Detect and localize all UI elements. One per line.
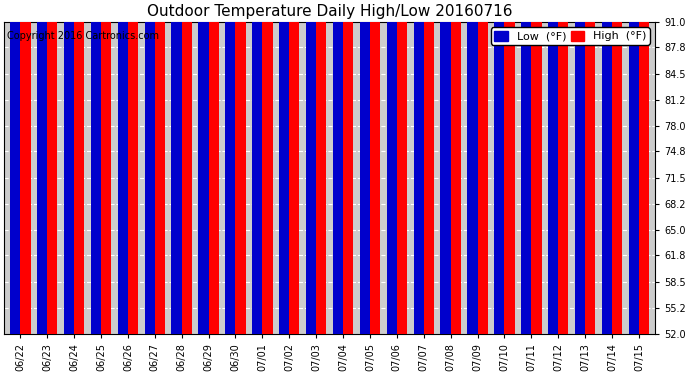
Bar bbox=[629, 0, 639, 334]
Bar bbox=[477, 0, 488, 334]
Bar bbox=[585, 0, 595, 334]
Bar bbox=[548, 0, 558, 334]
Legend: Low  (°F), High  (°F): Low (°F), High (°F) bbox=[491, 27, 649, 45]
Bar bbox=[521, 0, 531, 334]
Bar bbox=[181, 0, 192, 334]
Bar bbox=[612, 0, 622, 334]
Bar bbox=[10, 0, 20, 334]
Bar bbox=[397, 0, 407, 334]
Bar bbox=[101, 0, 111, 334]
Bar bbox=[128, 0, 138, 334]
Bar bbox=[91, 0, 101, 334]
Bar bbox=[198, 0, 208, 334]
Bar bbox=[494, 0, 504, 334]
Bar bbox=[333, 0, 343, 334]
Bar bbox=[279, 0, 289, 334]
Bar bbox=[440, 0, 451, 334]
Bar bbox=[64, 0, 74, 334]
Bar bbox=[74, 0, 84, 334]
Bar bbox=[118, 0, 128, 334]
Bar bbox=[37, 0, 47, 334]
Bar bbox=[424, 0, 434, 334]
Title: Outdoor Temperature Daily High/Low 20160716: Outdoor Temperature Daily High/Low 20160… bbox=[147, 4, 513, 19]
Bar bbox=[47, 0, 57, 334]
Bar bbox=[451, 0, 461, 334]
Bar bbox=[602, 0, 612, 334]
Bar bbox=[262, 0, 273, 334]
Bar bbox=[145, 0, 155, 334]
Bar bbox=[359, 0, 370, 334]
Text: Copyright 2016 Cartronics.com: Copyright 2016 Cartronics.com bbox=[8, 31, 159, 41]
Bar bbox=[306, 0, 316, 334]
Bar bbox=[467, 0, 477, 334]
Bar bbox=[208, 0, 219, 334]
Bar bbox=[370, 0, 380, 334]
Bar bbox=[558, 0, 569, 334]
Bar bbox=[252, 0, 262, 334]
Bar bbox=[171, 0, 181, 334]
Bar bbox=[289, 0, 299, 334]
Bar bbox=[531, 0, 542, 334]
Bar bbox=[316, 0, 326, 334]
Bar bbox=[20, 0, 30, 334]
Bar bbox=[225, 0, 235, 334]
Bar bbox=[413, 0, 424, 334]
Bar bbox=[155, 0, 165, 334]
Bar bbox=[575, 0, 585, 334]
Bar bbox=[639, 0, 649, 334]
Bar bbox=[386, 0, 397, 334]
Bar bbox=[235, 0, 246, 334]
Bar bbox=[504, 0, 515, 334]
Bar bbox=[343, 0, 353, 334]
